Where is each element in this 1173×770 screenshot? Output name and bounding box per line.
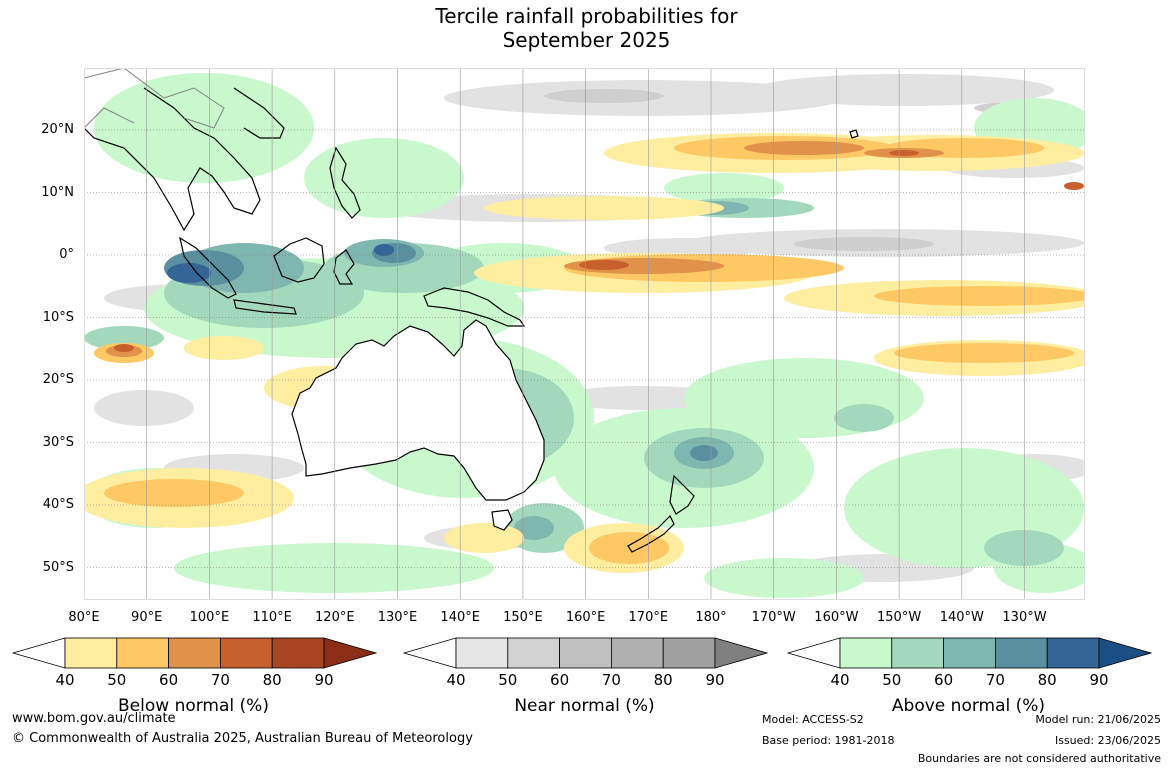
borneo-outline [273, 237, 325, 283]
map-canvas [84, 68, 1085, 600]
tasmania-outline [491, 509, 513, 531]
latitude-label: 30°S [42, 434, 74, 450]
below-normal-regions [84, 133, 1085, 573]
new-guinea-outline [423, 287, 526, 327]
philippines-outline [329, 146, 361, 219]
colorbar-tick-label: 60 [934, 671, 954, 689]
longitude-label: 100°E [189, 610, 230, 625]
latitude-label: 10°N [41, 184, 74, 200]
colorbar-segment [455, 637, 509, 669]
colorbar-tick-label: 40 [446, 671, 466, 689]
colorbar-tick-label: 70 [985, 671, 1005, 689]
longitude-label: 150°W [877, 610, 922, 625]
coastlines [84, 87, 859, 553]
latitude-label: 0° [59, 247, 74, 262]
copyright-text: © Commonwealth of Australia 2025, Austra… [12, 731, 473, 746]
website-link[interactable]: www.bom.gov.au/climate [12, 711, 176, 726]
colorbar-tick-label: 80 [653, 671, 673, 689]
colorbar [787, 637, 1152, 669]
latitude-label: 20°N [41, 122, 74, 137]
base-period: Base period: 1981-2018 [762, 734, 895, 747]
colorbar-tick-label: 90 [314, 671, 334, 689]
colorbar-title: Near normal (%) [514, 696, 655, 716]
colorbar-tick-label: 80 [1037, 671, 1057, 689]
map-title: Tercile rainfall probabilities for Septe… [0, 4, 1173, 52]
colorbar-segment [839, 637, 893, 669]
latitude-label: 20°S [42, 372, 74, 387]
colorbar-tick-label: 40 [55, 671, 75, 689]
colorbar-tick-label: 50 [498, 671, 518, 689]
new-zealand-north-outline [669, 474, 695, 515]
colorbar-segment [559, 637, 612, 669]
colorbar [12, 637, 377, 669]
colorbar-tick-label: 70 [210, 671, 230, 689]
colorbar-segment [994, 637, 1048, 669]
colorbar-low-arrow [12, 637, 66, 669]
colorbar-tick-label: 50 [882, 671, 902, 689]
colorbar-high-arrow [714, 637, 768, 669]
colorbar-segment [168, 637, 221, 669]
colorbar-segment [610, 637, 664, 669]
latitude-label: 50°S [42, 559, 74, 575]
title-line-1: Tercile rainfall probabilities for [435, 4, 738, 28]
new-zealand-south-outline [627, 514, 675, 553]
longitude-label: 140°W [939, 610, 984, 625]
sumatra-outline [179, 236, 237, 299]
colorbar-tick-label: 70 [601, 671, 621, 689]
longitude-label: 120°E [315, 610, 355, 625]
china-coast-outline [233, 87, 285, 139]
colorbar-segment [219, 637, 273, 669]
colorbar-segment [943, 637, 996, 669]
boundary-disclaimer: Boundaries are not considered authoritat… [917, 752, 1161, 765]
colorbar-segment [662, 637, 716, 669]
java-outline [233, 299, 297, 315]
longitude-label: 160°E [565, 610, 606, 625]
issued-date: Issued: 23/06/2025 [1054, 734, 1161, 747]
indochina-outline [84, 87, 261, 232]
colorbar-low-arrow [787, 637, 841, 669]
colorbar-segment [116, 637, 170, 669]
colorbar-segment [1046, 637, 1100, 669]
title-line-2: September 2025 [502, 28, 671, 52]
longitude-label: 90°E [131, 610, 163, 625]
colorbar-low-arrow [403, 637, 457, 669]
probability-map [84, 68, 1085, 600]
country-borders [84, 68, 225, 129]
colorbar-segment [271, 637, 325, 669]
colorbar-tick-label: 80 [262, 671, 282, 689]
map-frame [84, 68, 1085, 600]
longitude-label: 130°E [377, 610, 418, 625]
longitude-label: 150°E [503, 610, 543, 625]
longitude-label: 170°W [751, 610, 796, 625]
model-name: Model: ACCESS-S2 [762, 713, 864, 726]
colorbar-title: Below normal (%) [118, 696, 269, 716]
gridlines [84, 68, 1085, 600]
longitude-label: 130°W [1002, 610, 1047, 625]
model-run: Model run: 21/06/2025 [1035, 713, 1161, 726]
latitude-label: 10°S [42, 309, 74, 325]
longitude-label: 180° [695, 610, 727, 625]
longitude-label: 80°E [68, 610, 100, 625]
colorbar-tick-label: 60 [159, 671, 179, 689]
longitude-label: 160°W [814, 610, 859, 625]
colorbar-tick-label: 90 [705, 671, 725, 689]
colorbar-high-arrow [1098, 637, 1152, 669]
hawaii-outline [849, 129, 859, 139]
colorbar-tick-label: 60 [550, 671, 570, 689]
longitude-label: 140°E [440, 610, 480, 625]
colorbar-tick-label: 90 [1089, 671, 1109, 689]
latitude-label: 40°S [42, 497, 74, 512]
colorbar-segment [891, 637, 945, 669]
colorbar-segment [64, 637, 118, 669]
colorbar [403, 637, 768, 669]
australia-outline [291, 319, 545, 501]
colorbar-title: Above normal (%) [891, 696, 1046, 716]
colorbar-segment [507, 637, 561, 669]
longitude-label: 170°E [628, 610, 669, 625]
colorbar-tick-label: 40 [830, 671, 850, 689]
colorbar-tick-label: 50 [107, 671, 127, 689]
colorbar-high-arrow [323, 637, 377, 669]
longitude-label: 110°E [252, 610, 292, 625]
